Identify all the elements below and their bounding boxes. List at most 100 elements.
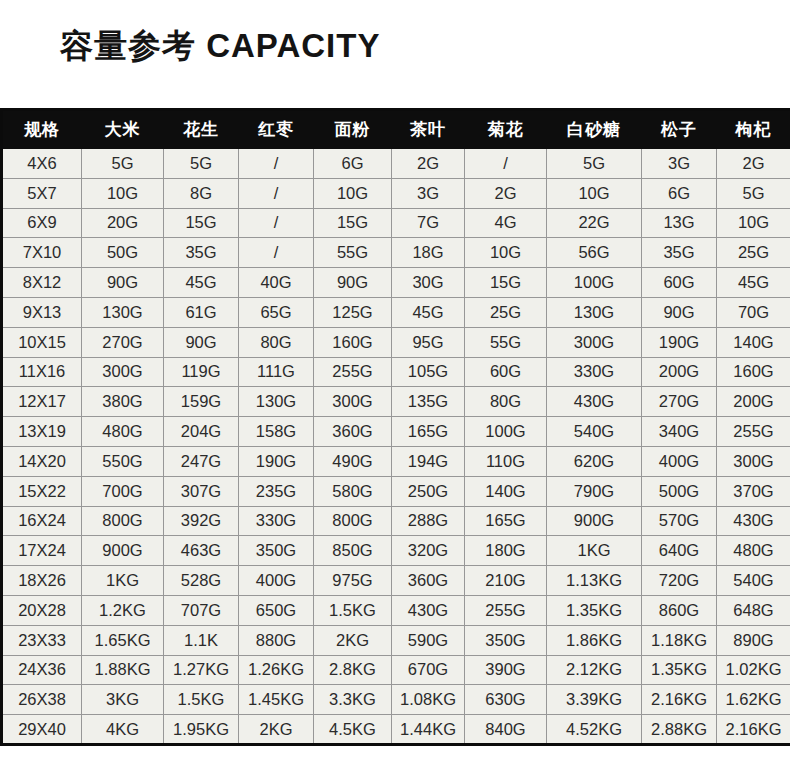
column-header: 茶叶 bbox=[392, 110, 465, 149]
spec-cell: 15X22 bbox=[2, 476, 82, 506]
table-cell: 3KG bbox=[82, 685, 164, 715]
table-row: 17X24900G463G350G850G320G180G1KG640G480G bbox=[2, 536, 790, 566]
table-cell: 900G bbox=[547, 506, 642, 536]
table-cell: 1.5KG bbox=[314, 595, 392, 625]
table-cell: 580G bbox=[314, 476, 392, 506]
table-cell: 140G bbox=[717, 327, 790, 357]
table-cell: 60G bbox=[465, 357, 547, 387]
table-cell: 270G bbox=[82, 327, 164, 357]
table-cell: 288G bbox=[392, 506, 465, 536]
table-cell: 360G bbox=[314, 417, 392, 447]
column-header: 花生 bbox=[164, 110, 239, 149]
table-cell: 800G bbox=[82, 506, 164, 536]
table-cell: 430G bbox=[392, 595, 465, 625]
table-cell: 90G bbox=[82, 268, 164, 298]
table-cell: 40G bbox=[239, 268, 314, 298]
table-cell: 2KG bbox=[314, 625, 392, 655]
table-row: 10X15270G90G80G160G95G55G300G190G140G bbox=[2, 327, 790, 357]
table-row: 26X383KG1.5KG1.45KG3.3KG1.08KG630G3.39KG… bbox=[2, 685, 790, 715]
table-cell: 80G bbox=[465, 387, 547, 417]
table-cell: 1KG bbox=[82, 566, 164, 596]
table-cell: 30G bbox=[392, 268, 465, 298]
table-cell: / bbox=[239, 208, 314, 238]
table-cell: 90G bbox=[314, 268, 392, 298]
table-cell: 70G bbox=[717, 297, 790, 327]
table-cell: 1.65KG bbox=[82, 625, 164, 655]
table-cell: 190G bbox=[239, 446, 314, 476]
table-cell: 648G bbox=[717, 595, 790, 625]
table-cell: 430G bbox=[547, 387, 642, 417]
table-cell: 105G bbox=[392, 357, 465, 387]
spec-cell: 5X7 bbox=[2, 178, 82, 208]
table-cell: 5G bbox=[164, 149, 239, 179]
table-cell: 80G bbox=[239, 327, 314, 357]
table-cell: 1KG bbox=[547, 536, 642, 566]
table-cell: 1.45KG bbox=[239, 685, 314, 715]
spec-cell: 4X6 bbox=[2, 149, 82, 179]
spec-cell: 18X26 bbox=[2, 566, 82, 596]
table-cell: 300G bbox=[717, 446, 790, 476]
table-cell: 330G bbox=[547, 357, 642, 387]
table-cell: 590G bbox=[392, 625, 465, 655]
table-cell: 2G bbox=[465, 178, 547, 208]
table-cell: 255G bbox=[465, 595, 547, 625]
table-cell: 4G bbox=[465, 208, 547, 238]
table-cell: 570G bbox=[642, 506, 717, 536]
table-cell: 790G bbox=[547, 476, 642, 506]
spec-cell: 16X24 bbox=[2, 506, 82, 536]
table-cell: 194G bbox=[392, 446, 465, 476]
table-cell: 90G bbox=[642, 297, 717, 327]
table-cell: 1.44KG bbox=[392, 715, 465, 745]
table-cell: 392G bbox=[164, 506, 239, 536]
table-row: 4X65G5G/6G2G/5G3G2G bbox=[2, 149, 790, 179]
table-row: 16X24800G392G330G800G288G165G900G570G430… bbox=[2, 506, 790, 536]
table-row: 7X1050G35G/55G18G10G56G35G25G bbox=[2, 238, 790, 268]
table-cell: 90G bbox=[164, 327, 239, 357]
table-cell: 10G bbox=[314, 178, 392, 208]
table-cell: 330G bbox=[239, 506, 314, 536]
table-cell: 1.1K bbox=[164, 625, 239, 655]
table-cell: 65G bbox=[239, 297, 314, 327]
table-cell: 125G bbox=[314, 297, 392, 327]
table-cell: 380G bbox=[82, 387, 164, 417]
table-cell: 400G bbox=[239, 566, 314, 596]
table-cell: 540G bbox=[717, 566, 790, 596]
table-cell: 5G bbox=[717, 178, 790, 208]
table-row: 11X16300G119G111G255G105G60G330G200G160G bbox=[2, 357, 790, 387]
spec-cell: 26X38 bbox=[2, 685, 82, 715]
table-cell: 3G bbox=[392, 178, 465, 208]
table-cell: 10G bbox=[465, 238, 547, 268]
table-cell: 255G bbox=[717, 417, 790, 447]
table-row: 14X20550G247G190G490G194G110G620G400G300… bbox=[2, 446, 790, 476]
table-cell: 2.12KG bbox=[547, 655, 642, 685]
table-cell: 340G bbox=[642, 417, 717, 447]
spec-cell: 12X17 bbox=[2, 387, 82, 417]
table-cell: 3.3KG bbox=[314, 685, 392, 715]
table-header-row: 规格大米花生红枣面粉茶叶菊花白砂糖松子枸杞 bbox=[2, 110, 790, 149]
spec-cell: 17X24 bbox=[2, 536, 82, 566]
table-cell: 2.88KG bbox=[642, 715, 717, 745]
table-cell: / bbox=[465, 149, 547, 179]
table-cell: 235G bbox=[239, 476, 314, 506]
table-cell: / bbox=[239, 149, 314, 179]
table-cell: 6G bbox=[314, 149, 392, 179]
table-cell: 890G bbox=[717, 625, 790, 655]
table-cell: 111G bbox=[239, 357, 314, 387]
table-cell: 140G bbox=[465, 476, 547, 506]
table-cell: 20G bbox=[82, 208, 164, 238]
table-cell: 15G bbox=[164, 208, 239, 238]
table-cell: 10G bbox=[717, 208, 790, 238]
table-cell: 490G bbox=[314, 446, 392, 476]
table-cell: 840G bbox=[465, 715, 547, 745]
table-cell: 6G bbox=[642, 178, 717, 208]
table-cell: 119G bbox=[164, 357, 239, 387]
column-header: 大米 bbox=[82, 110, 164, 149]
table-cell: 707G bbox=[164, 595, 239, 625]
table-cell: 640G bbox=[642, 536, 717, 566]
table-cell: 1.88KG bbox=[82, 655, 164, 685]
table-cell: 480G bbox=[82, 417, 164, 447]
table-cell: 1.35KG bbox=[642, 655, 717, 685]
column-header: 面粉 bbox=[314, 110, 392, 149]
table-cell: 10G bbox=[547, 178, 642, 208]
table-row: 18X261KG528G400G975G360G210G1.13KG720G54… bbox=[2, 566, 790, 596]
